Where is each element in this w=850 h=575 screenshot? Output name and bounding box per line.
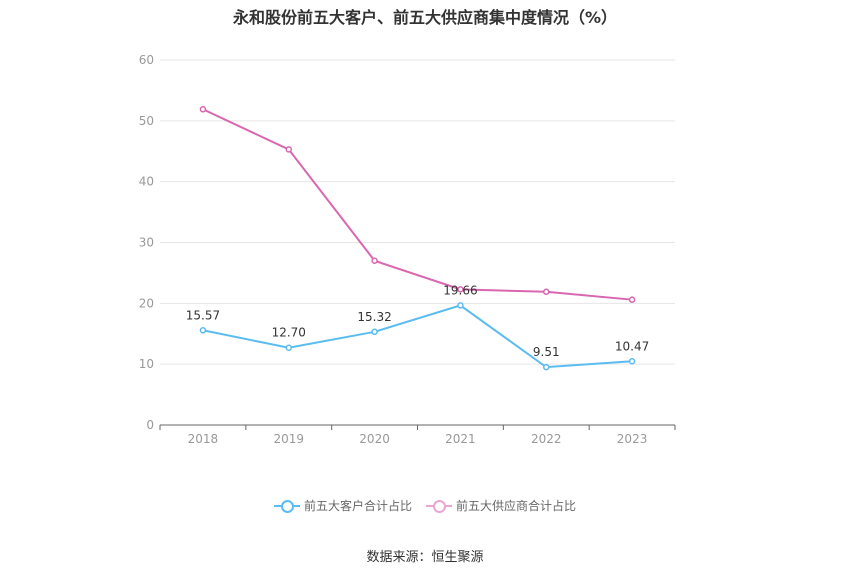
data-point: [457, 286, 464, 293]
data-point: [199, 106, 207, 113]
y-tick-label: 50: [139, 114, 154, 128]
y-tick-label: 30: [139, 236, 154, 250]
data-point: [199, 327, 207, 334]
y-tick-label: 20: [139, 296, 154, 310]
data-label: 15.32: [357, 310, 391, 324]
data-label: 19.66: [443, 283, 477, 297]
data-label: 15.57: [186, 308, 220, 322]
legend-marker-suppliers: [426, 499, 452, 513]
data-point: [457, 302, 464, 309]
legend-label-suppliers: 前五大供应商合计占比: [456, 499, 577, 513]
data-point: [285, 344, 292, 351]
x-tick-label: 2023: [617, 432, 648, 446]
data-point: [371, 328, 378, 336]
x-tick-label: 2020: [359, 432, 390, 446]
legend: 前五大客户合计占比 前五大供应商合计占比: [0, 497, 850, 514]
data-point: [543, 288, 550, 296]
data-label: 12.70: [272, 326, 306, 340]
x-tick-label: 2022: [531, 432, 562, 446]
data-point: [628, 358, 636, 365]
chart-title: 永和股份前五大客户、前五大供应商集中度情况（%）: [232, 8, 618, 27]
y-tick-label: 40: [139, 175, 154, 189]
series-line: [202, 304, 633, 369]
legend-label-customers: 前五大客户合计占比: [303, 499, 412, 513]
y-tick-label: 0: [146, 418, 154, 432]
x-tick-label: 2021: [445, 432, 476, 446]
legend-item-customers[interactable]: 前五大客户合计占比: [273, 497, 412, 514]
x-tick-label: 2019: [273, 432, 304, 446]
data-labels: 15.57 12.70 15.32 19.66 9.51 10.47: [186, 283, 650, 359]
y-tick-label: 60: [139, 53, 154, 67]
data-point: [543, 363, 550, 371]
x-tick-label: 2018: [188, 432, 219, 446]
series-line: [202, 108, 633, 301]
data-point: [285, 146, 292, 153]
legend-item-suppliers[interactable]: 前五大供应商合计占比: [426, 497, 576, 514]
data-label: 10.47: [615, 339, 649, 353]
data-point: [371, 257, 378, 264]
data-point: [628, 296, 636, 303]
data-label: 9.51: [533, 345, 560, 359]
series: [199, 106, 636, 371]
axes: 0 10 20 30 40 50 60 2018 2019 2020 2021 2022 2023: [139, 53, 676, 446]
source-note: 数据来源：恒生聚源: [366, 550, 484, 565]
y-tick-label: 10: [139, 357, 154, 371]
legend-marker-customers: [273, 499, 300, 513]
